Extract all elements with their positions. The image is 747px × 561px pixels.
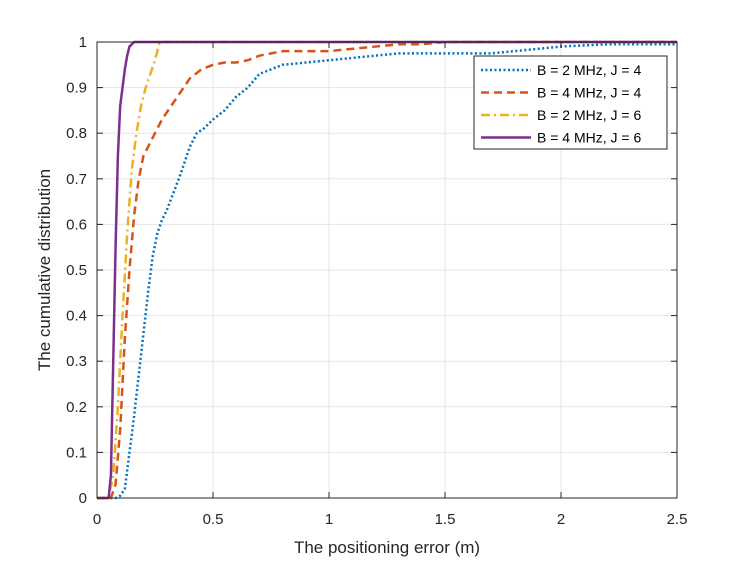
x-tick-label: 0 [93,511,101,528]
y-tick-label: 0.2 [66,399,87,416]
y-tick-label: 0.7 [66,171,87,188]
y-tick-label: 0 [79,490,87,507]
y-tick-label: 0.8 [66,125,87,142]
y-axis-label: The cumulative distribution [35,169,54,371]
y-tick-label: 1 [79,34,87,51]
x-tick-label: 2.5 [667,511,688,528]
x-tick-label: 0.5 [203,511,224,528]
legend-label-4: B = 4 MHz, J = 6 [537,130,641,146]
y-tick-label: 0.6 [66,216,87,233]
y-tick-label: 0.9 [66,80,87,97]
legend-label-1: B = 2 MHz, J = 4 [537,62,641,78]
legend-label-3: B = 2 MHz, J = 6 [537,107,641,123]
series-line-4 [97,40,677,500]
y-tick-label: 0.3 [66,353,87,370]
legend-label-2: B = 4 MHz, J = 4 [537,85,641,101]
series-line-2 [97,40,677,500]
y-tick-label: 0.5 [66,262,87,279]
legend-box [473,55,668,150]
legend: B = 2 MHz, J = 4 B = 4 MHz, J = 4 B = 2 MH… [473,55,668,150]
y-tick-label: 0.1 [66,444,87,461]
series-line-3 [97,40,677,500]
x-tick-label: 1.5 [435,511,456,528]
data-series [97,40,677,500]
y-tick-label: 0.4 [66,308,87,325]
axis-ticks: 0 0.5 1 1.5 2 2.5 0 0.1 0.2 0.3 0.4 0.5 0.6 0.7 0.8 0.9… [66,34,687,528]
x-tick-label: 1 [325,511,333,528]
series-line-1 [97,43,677,500]
x-tick-label: 2 [557,511,565,528]
x-axis-label: The positioning error (m) [294,538,480,557]
